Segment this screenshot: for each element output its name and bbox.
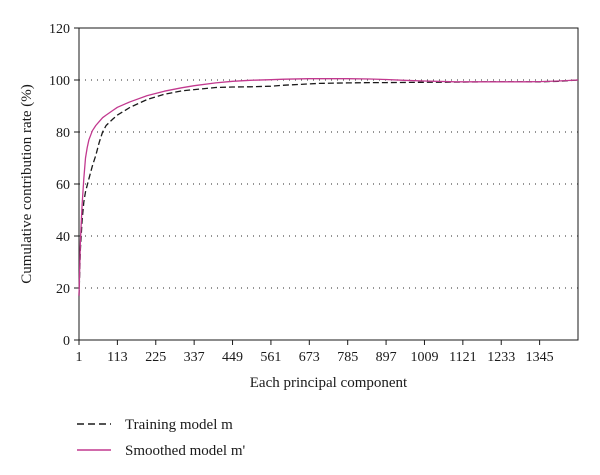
x-tick-label-897: 897 — [376, 350, 397, 365]
y-axis-title: Cumulative contribution rate (%) — [19, 84, 35, 284]
series-line-smoothed-model — [78, 78, 579, 296]
plot-frame — [78, 27, 579, 341]
x-tick-label-1233: 1233 — [487, 350, 515, 365]
series-lines — [78, 78, 579, 296]
x-tick-label-673: 673 — [299, 350, 320, 365]
x-tick-label-1121: 1121 — [449, 350, 476, 365]
series-line-training-model — [78, 79, 579, 296]
y-tick-label-40: 40 — [56, 230, 70, 245]
grid — [79, 79, 578, 289]
y-tick-label-60: 60 — [56, 178, 70, 193]
x-tick-label-561: 561 — [260, 350, 281, 365]
x-tick-label-1009: 1009 — [410, 350, 438, 365]
x-tick-label-1: 1 — [76, 350, 83, 365]
x-tick-label-225: 225 — [145, 350, 166, 365]
x-tick-label-785: 785 — [337, 350, 358, 365]
legend-label-smoothed-model: Smoothed model m' — [125, 443, 245, 459]
y-tick-label-20: 20 — [56, 282, 70, 297]
y-tick-label-80: 80 — [56, 126, 70, 141]
x-tick-label-113: 113 — [107, 350, 127, 365]
x-axis-title: Each principal component — [250, 375, 408, 391]
y-tick-label-0: 0 — [63, 334, 70, 349]
x-tick-label-1345: 1345 — [526, 350, 554, 365]
y-tick-label-100: 100 — [49, 74, 70, 89]
axis-ticks: 0 20 40 60 80 100 120 1 113 225 337 449 561 673 785 897… — [49, 22, 554, 365]
legend: Training model m Smoothed model m' — [77, 417, 245, 459]
x-tick-label-449: 449 — [222, 350, 243, 365]
legend-label-training-model: Training model m — [125, 417, 233, 433]
x-tick-label-337: 337 — [184, 350, 205, 365]
y-tick-label-120: 120 — [49, 22, 70, 37]
